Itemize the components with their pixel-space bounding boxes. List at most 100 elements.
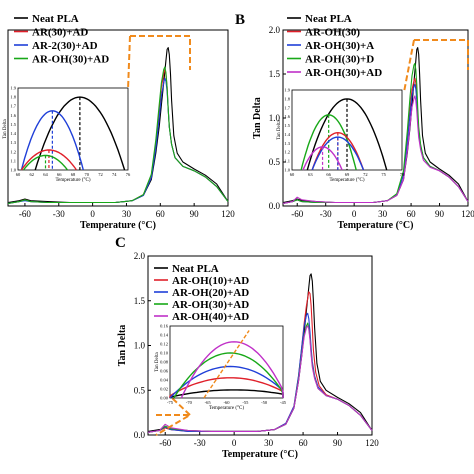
inset-y-tick-label: 1.0	[284, 168, 290, 173]
x-axis-label: Temperature (°C)	[222, 449, 298, 460]
inset-trend-line	[203, 330, 250, 399]
inset-x-tick-label: 70	[85, 172, 90, 177]
y-tick-label: 2.0	[134, 251, 146, 261]
inset-y-tick-label: 0.08	[160, 360, 169, 365]
inset-curve-0	[169, 389, 284, 398]
x-tick-label: 90	[333, 438, 343, 448]
inset-x-label: Temperature (°C)	[329, 178, 364, 183]
legend-label: Neat PLA	[305, 13, 352, 25]
legend-label: AR-OH(30)+AD	[305, 67, 382, 79]
zoom-marker	[414, 39, 469, 70]
legend-label: AR-OH(30)+AD	[172, 299, 249, 311]
panel-c: -60 -30 0 30 60 90 120 Temperature (°C) 0.0 0.5 1.…	[117, 251, 379, 460]
inset-curve-3	[22, 154, 69, 171]
inset-x-tick-label: -45	[280, 400, 287, 405]
inset-x-tick-label: 60	[16, 172, 21, 177]
inset-x-tick-label: 68	[71, 172, 76, 177]
y-axis-label: Tan Delta	[252, 97, 263, 139]
y-tick-label: 0.0	[134, 430, 146, 440]
x-tick-label: 30	[378, 209, 388, 219]
panel-letter-b: B	[235, 12, 245, 28]
inset-x-tick-label: -60	[224, 400, 231, 405]
inset-curve-3	[173, 352, 284, 399]
x-tick-label: 30	[122, 209, 132, 219]
inset-x-tick-label: 78	[400, 172, 405, 177]
inset-y-tick-label: 1.2	[10, 149, 16, 154]
inset-y-tick-label: 1.6	[284, 114, 290, 119]
x-tick-label: 30	[264, 438, 274, 448]
legend-label: AR-OH(30)+A	[305, 40, 374, 52]
series-line-4	[282, 95, 469, 204]
inset-y-tick-label: 1.1	[10, 158, 16, 163]
zoom-link	[403, 39, 415, 93]
inset-y-tick-label: 0.16	[160, 324, 169, 329]
inset-x-label: Temperature (°C)	[55, 178, 90, 183]
inset-y-tick-label: 1.2	[284, 150, 290, 155]
inset-x-tick-label: -70	[186, 400, 193, 405]
x-tick-label: 0	[90, 209, 95, 219]
inset-y-tick-label: 0.12	[160, 342, 168, 347]
y-axis-label: Tan Delta	[117, 325, 128, 367]
inset-y-tick-label: 1.9	[10, 86, 16, 91]
inset-y-tick-label: 0.10	[160, 351, 169, 356]
inset-chart: 60 63 66 69 72 75 78 1.0 1.1 1.2 1.3 1.4 1.5 1.6 1.7 1.…	[277, 88, 405, 184]
x-tick-label: -60	[159, 438, 171, 448]
inset-curve-3	[311, 136, 365, 171]
inset-x-tick-label: -75	[167, 400, 174, 405]
inset-x-tick-label: 72	[363, 172, 368, 177]
legend-label: Neat PLA	[32, 13, 79, 25]
inset-y-tick-label: 1.7	[284, 105, 290, 110]
x-tick-label: -30	[194, 438, 206, 448]
inset-x-tick-label: 66	[326, 172, 331, 177]
inset-y-label: Tan Delta	[3, 118, 8, 138]
legend-label: Neat PLA	[172, 263, 219, 275]
inset-y-tick-label: 1.4	[284, 132, 290, 137]
legend-label: AR-OH(30)+AD	[32, 54, 109, 66]
inset-y-tick-label: 1.1	[284, 159, 290, 164]
x-axis-label: Temperature (°C)	[338, 220, 414, 231]
series-line-3	[282, 62, 469, 204]
zoom-link	[171, 397, 191, 416]
x-tick-label: 90	[435, 209, 445, 219]
inset-y-label: Tan Delta	[277, 119, 282, 139]
y-tick-label: 2.0	[269, 25, 281, 35]
y-tick-label: 1.0	[134, 341, 146, 351]
x-tick-label: 0	[352, 209, 357, 219]
inset-x-tick-label: 66	[57, 172, 62, 177]
x-tick-label: 120	[221, 209, 235, 219]
y-tick-label: 1.0	[269, 113, 281, 123]
inset-x-tick-label: 63	[308, 172, 313, 177]
inset-y-tick-label: 1.5	[284, 123, 290, 128]
panel-a: -60 -30 0 30 60 90 120 Temperature (°C) Neat PLA…	[3, 13, 235, 231]
x-tick-label: -30	[53, 209, 65, 219]
inset-chart: 60 62 64 66 68 70 72 74 76 1.0 1.1 1.2 1.3 1.4 1.5 1.6 1…	[3, 86, 131, 184]
inset-y-tick-label: 0.04	[160, 378, 169, 383]
inset-x-tick-label: 74	[112, 172, 117, 177]
y-tick-label: 0.5	[134, 385, 146, 395]
inset-x-tick-label: -50	[261, 400, 268, 405]
y-tick-label: 0.5	[269, 157, 281, 167]
inset-x-label: Temperature (°C)	[209, 406, 244, 411]
inset-x-tick-label: 60	[290, 172, 295, 177]
inset-x-tick-label: 69	[345, 172, 350, 177]
inset-y-tick-label: 1.3	[10, 140, 16, 145]
inset-x-tick-label: 62	[30, 172, 35, 177]
inset-chart: -75 -70 -65 -60 -55 -50 -45 0.00 0.02 0.04 0.06 0.0…	[155, 324, 287, 412]
inset-x-tick-label: 64	[43, 172, 48, 177]
inset-x-tick-label: 72	[98, 172, 103, 177]
zoom-marker	[155, 414, 194, 436]
legend-label: AR-OH(30)	[305, 27, 360, 39]
legend-label: AR-OH(40)+AD	[172, 311, 249, 323]
inset-x-tick-label: -65	[205, 400, 212, 405]
x-tick-label: 120	[365, 438, 379, 448]
x-tick-label: -60	[291, 209, 303, 219]
y-tick-label: 0.0	[269, 201, 281, 211]
inset-y-tick-label: 0.06	[160, 369, 169, 374]
inset-y-tick-label: 0.14	[160, 333, 169, 338]
y-tick-label: 1.5	[269, 69, 281, 79]
zoom-link	[127, 35, 131, 91]
legend-label: AR(30)+AD	[32, 27, 88, 39]
x-axis-label: Temperature (°C)	[80, 220, 156, 231]
inset-y-tick-label: 1.8	[10, 95, 16, 100]
